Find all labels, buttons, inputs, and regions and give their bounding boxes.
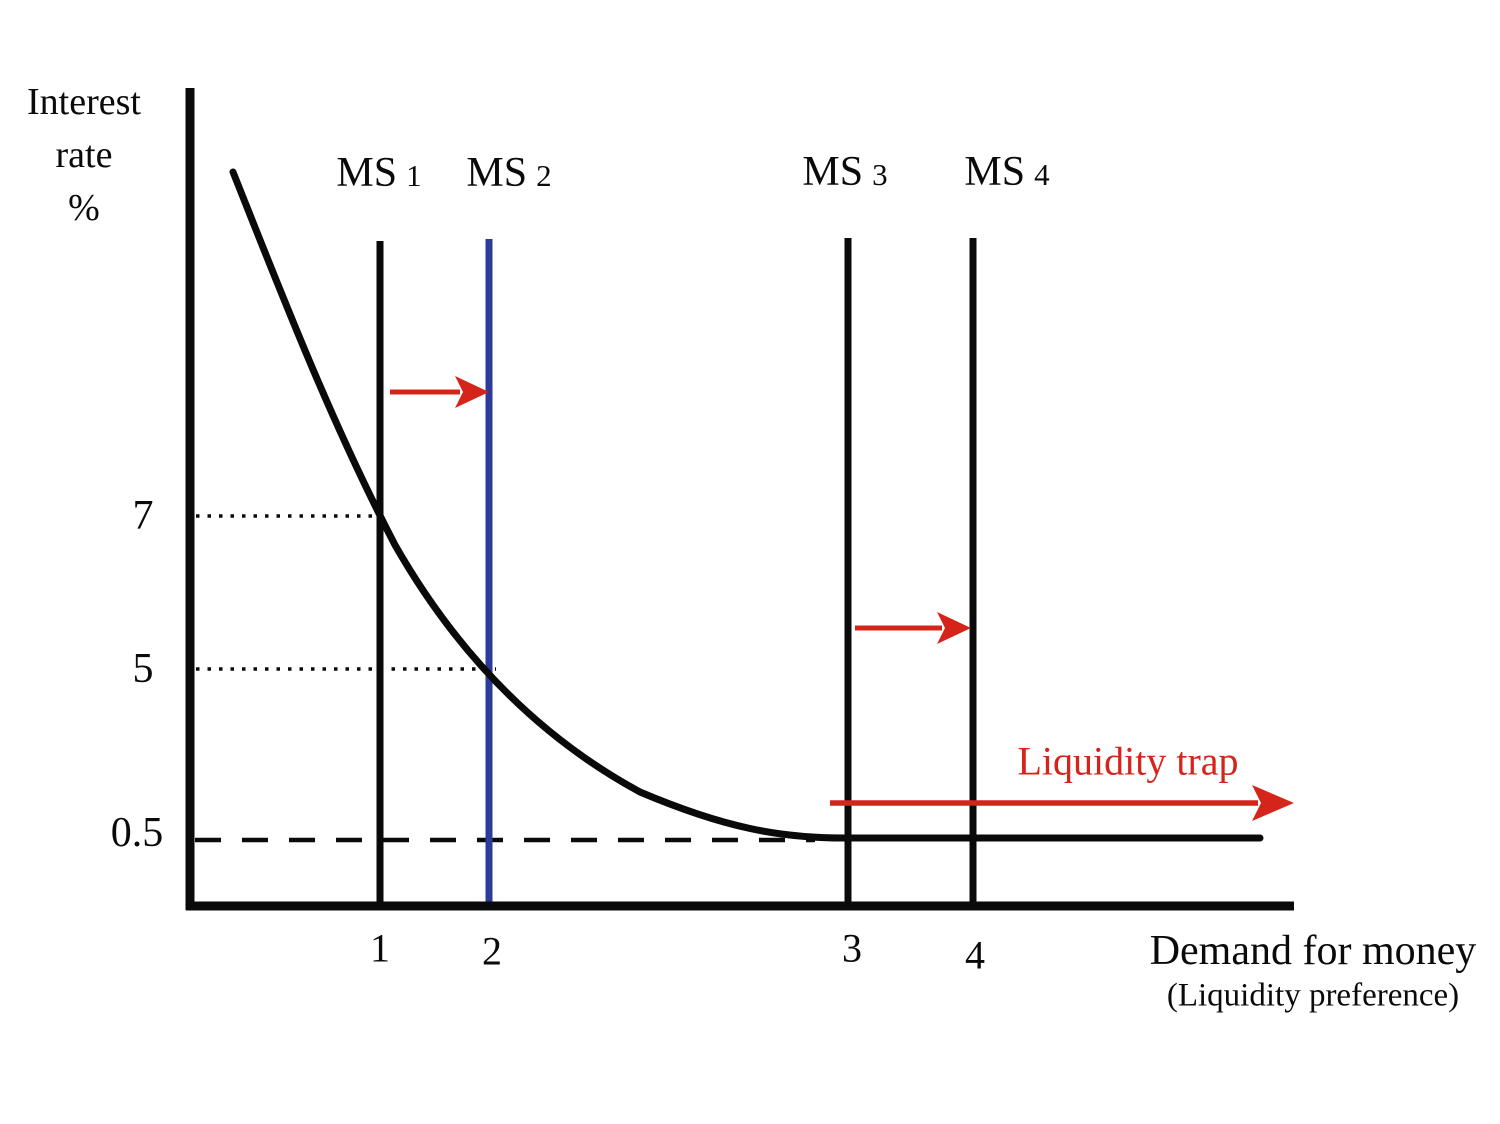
- ms1-label-prefix: MS: [336, 150, 398, 196]
- x-axis-title: Demand for money: [1149, 928, 1477, 974]
- ms1-label: MS 1: [336, 149, 421, 197]
- ms1-label-num: 1: [406, 158, 422, 193]
- ms2-label-prefix: MS: [466, 150, 528, 196]
- ms3-label-num: 3: [872, 157, 888, 192]
- x-tick-1: 1: [370, 925, 390, 971]
- shift-arrow-ms1-ms2-head: [455, 376, 489, 408]
- y-tick-05: 0.5: [110, 810, 164, 856]
- y-axis-title-line1: Interest: [27, 81, 141, 123]
- ms4-label-num: 4: [1034, 157, 1050, 192]
- ms4-label: MS 4: [964, 148, 1049, 196]
- x-tick-3: 3: [842, 925, 862, 971]
- y-axis-title-line3: %: [68, 187, 100, 229]
- y-axis-title-line2: rate: [55, 134, 113, 176]
- y-tick-7: 7: [132, 493, 154, 539]
- y-tick-5: 5: [132, 646, 154, 692]
- liquidity-trap-label: Liquidity trap: [1017, 738, 1239, 784]
- ms3-label-prefix: MS: [802, 149, 864, 195]
- demand-curve: [229, 168, 1264, 842]
- x-axis-subtitle: (Liquidity preference): [1166, 977, 1460, 1014]
- y-axis-title: Interest rate %: [18, 76, 150, 235]
- ms2-label: MS 2: [466, 149, 551, 197]
- liquidity-trap-arrow-head: [1252, 785, 1294, 821]
- x-tick-4: 4: [965, 932, 985, 978]
- ms2-label-num: 2: [536, 158, 552, 193]
- ms3-label: MS 3: [802, 148, 887, 196]
- ms4-label-prefix: MS: [964, 149, 1026, 195]
- shift-arrow-ms3-ms4-head: [937, 612, 971, 644]
- x-tick-2: 2: [482, 928, 502, 974]
